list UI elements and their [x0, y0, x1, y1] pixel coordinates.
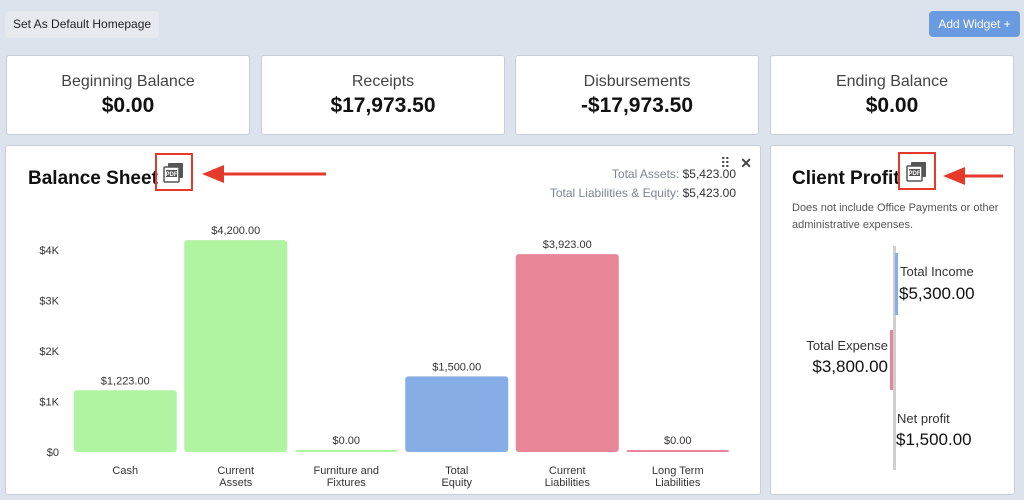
annotation-arrow-left: [202, 165, 326, 183]
close-icon[interactable]: ✕: [740, 155, 752, 171]
pdf-icon-highlight[interactable]: PDF: [155, 153, 193, 191]
total-expense-value: $3,800.00: [812, 357, 888, 376]
bar: [515, 254, 619, 452]
balance-sheet-title: Balance Sheet: [28, 168, 158, 189]
net-profit-label: Net profit: [897, 411, 950, 426]
bar-value-label: $0.00: [332, 435, 360, 447]
x-tick-label: Fixtures: [327, 477, 367, 489]
bar-value-label: $4,200.00: [211, 225, 260, 237]
x-tick-label: Liabilities: [545, 477, 591, 489]
expense-bar: [890, 330, 893, 390]
bar: [294, 450, 398, 452]
bar: [626, 450, 730, 452]
pdf-icon[interactable]: PDF: [163, 162, 185, 184]
x-tick-label: Cash: [112, 465, 138, 477]
x-tick-label: Current: [549, 465, 586, 477]
ending-balance-value: $0.00: [865, 94, 919, 117]
total-income-label: Total Income: [900, 264, 974, 279]
x-tick-label: Equity: [441, 477, 472, 489]
y-tick-label: $1K: [39, 397, 59, 409]
y-tick-label: $4K: [39, 245, 59, 257]
balance-sheet-chart: $0 $1K $2K $3K $4K $1,223.00 Cash $4,200.00 Curr…: [39, 225, 730, 489]
total-assets-label: Total Assets:: [611, 167, 680, 181]
disbursements-card: Disbursements -$17,973.50: [515, 55, 759, 135]
y-tick-label: $0: [47, 447, 59, 459]
income-bar: [895, 253, 898, 315]
client-profit-title: Client Profit: [792, 168, 900, 189]
ending-balance-card: Ending Balance $0.00: [770, 55, 1014, 135]
balance-totals: Total Assets: $5,423.00 Total Liabilitie…: [550, 165, 736, 203]
beginning-balance-value: $0.00: [101, 94, 155, 117]
x-tick-label: Liabilities: [655, 477, 701, 489]
pdf-icon[interactable]: PDF: [906, 161, 928, 183]
disbursements-value: -$17,973.50: [580, 94, 694, 117]
bar-value-label: $1,223.00: [101, 375, 150, 387]
receipts-card: Receipts $17,973.50: [261, 55, 505, 135]
receipts-label: Receipts: [351, 73, 415, 90]
set-default-homepage-button[interactable]: Set As Default Homepage: [5, 11, 160, 38]
x-tick-label: Long Term: [652, 465, 704, 477]
bar-value-label: $0.00: [664, 435, 692, 447]
bar: [405, 376, 509, 452]
bar: [73, 390, 177, 452]
balance-sheet-widget: $0 $1K $2K $3K $4K $1,223.00 Cash $4,200.00 Curr…: [5, 145, 761, 495]
svg-text:PDF: PDF: [166, 172, 178, 178]
x-tick-label: Current: [217, 465, 254, 477]
disbursements-label: Disbursements: [583, 73, 691, 90]
svg-text:PDF: PDF: [909, 171, 921, 177]
widget-controls: ⠿ ✕: [720, 155, 752, 172]
profit-axis-line: [893, 246, 896, 470]
bar-value-label: $3,923.00: [543, 239, 592, 251]
ending-balance-label: Ending Balance: [835, 73, 949, 90]
pdf-icon-highlight[interactable]: PDF: [898, 152, 936, 190]
total-income-value: $5,300.00: [899, 284, 975, 303]
bar-value-label: $1,500.00: [432, 361, 481, 373]
net-profit-value: $1,500.00: [896, 430, 972, 449]
x-tick-label: Assets: [219, 477, 253, 489]
client-profit-note: Does not include Office Payments or othe…: [792, 202, 999, 231]
y-tick-label: $2K: [39, 346, 59, 358]
x-tick-label: Total: [445, 465, 468, 477]
total-le-label: Total Liabilities & Equity:: [549, 186, 680, 200]
x-tick-label: Furniture and: [314, 465, 379, 477]
drag-handle-icon[interactable]: ⠿: [720, 155, 731, 171]
y-tick-label: $3K: [39, 296, 59, 308]
bar: [184, 240, 288, 452]
add-widget-button[interactable]: Add Widget +: [929, 11, 1020, 37]
beginning-balance-card: Beginning Balance $0.00: [6, 55, 250, 135]
beginning-balance-label: Beginning Balance: [61, 73, 195, 90]
total-expense-label: Total Expense: [806, 338, 888, 353]
receipts-value: $17,973.50: [330, 94, 436, 117]
annotation-arrow-left: [943, 167, 1003, 185]
total-le-value: $5,423.00: [682, 186, 736, 200]
total-assets-value: $5,423.00: [682, 167, 736, 181]
client-profit-widget: Client Profit PDF Does not include Offic…: [770, 145, 1015, 495]
